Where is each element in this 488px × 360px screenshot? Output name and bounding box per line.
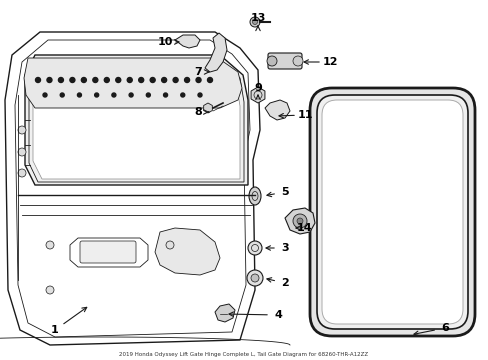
Polygon shape: [204, 33, 226, 72]
Polygon shape: [5, 32, 260, 345]
Circle shape: [252, 19, 257, 24]
Polygon shape: [33, 65, 240, 179]
Text: 11: 11: [297, 110, 312, 120]
Text: 2: 2: [281, 278, 288, 288]
Circle shape: [296, 218, 303, 224]
Circle shape: [47, 77, 52, 82]
Polygon shape: [25, 55, 247, 185]
Polygon shape: [215, 304, 235, 322]
Circle shape: [146, 93, 150, 97]
Circle shape: [162, 77, 166, 82]
Circle shape: [46, 286, 54, 294]
Circle shape: [292, 214, 306, 228]
Text: 9: 9: [254, 83, 262, 93]
FancyBboxPatch shape: [80, 241, 136, 263]
Text: 5: 5: [281, 187, 288, 197]
Circle shape: [207, 77, 212, 82]
Circle shape: [247, 241, 262, 255]
FancyBboxPatch shape: [267, 53, 302, 69]
Circle shape: [250, 274, 259, 282]
Ellipse shape: [248, 187, 261, 205]
Polygon shape: [250, 87, 264, 103]
Circle shape: [292, 56, 303, 66]
Text: 8: 8: [194, 107, 202, 117]
FancyBboxPatch shape: [316, 95, 467, 329]
Circle shape: [198, 93, 202, 97]
Circle shape: [18, 169, 26, 177]
Circle shape: [150, 77, 155, 82]
Circle shape: [129, 93, 133, 97]
Circle shape: [173, 77, 178, 82]
Polygon shape: [24, 58, 242, 108]
Polygon shape: [155, 228, 220, 275]
Text: 6: 6: [440, 323, 448, 333]
Circle shape: [104, 77, 109, 82]
Polygon shape: [264, 100, 289, 120]
Text: 1: 1: [51, 325, 59, 335]
Circle shape: [181, 93, 184, 97]
Circle shape: [163, 93, 167, 97]
Circle shape: [93, 77, 98, 82]
Circle shape: [196, 77, 201, 82]
Text: 13: 13: [250, 13, 265, 23]
Circle shape: [81, 77, 86, 82]
FancyBboxPatch shape: [309, 88, 474, 336]
Circle shape: [127, 77, 132, 82]
Polygon shape: [285, 208, 314, 234]
Polygon shape: [175, 35, 200, 48]
Circle shape: [60, 93, 64, 97]
Circle shape: [139, 77, 143, 82]
Circle shape: [266, 56, 276, 66]
Circle shape: [18, 126, 26, 134]
Text: 7: 7: [194, 67, 202, 77]
Text: 12: 12: [322, 57, 337, 67]
Text: 4: 4: [273, 310, 282, 320]
Circle shape: [95, 93, 99, 97]
Circle shape: [165, 241, 174, 249]
Circle shape: [70, 77, 75, 82]
Circle shape: [246, 270, 263, 286]
Circle shape: [58, 77, 63, 82]
Circle shape: [36, 77, 41, 82]
Text: 10: 10: [157, 37, 172, 47]
Polygon shape: [203, 103, 212, 113]
Text: 14: 14: [297, 223, 312, 233]
Circle shape: [18, 148, 26, 156]
Circle shape: [77, 93, 81, 97]
Circle shape: [112, 93, 116, 97]
Circle shape: [184, 77, 189, 82]
Text: 3: 3: [281, 243, 288, 253]
Text: 2019 Honda Odyssey Lift Gate Hinge Complete L, Tail Gate Diagram for 68260-THR-A: 2019 Honda Odyssey Lift Gate Hinge Compl…: [119, 352, 368, 357]
Circle shape: [46, 241, 54, 249]
Circle shape: [43, 93, 47, 97]
Circle shape: [249, 17, 260, 27]
Circle shape: [116, 77, 121, 82]
FancyBboxPatch shape: [321, 100, 462, 324]
